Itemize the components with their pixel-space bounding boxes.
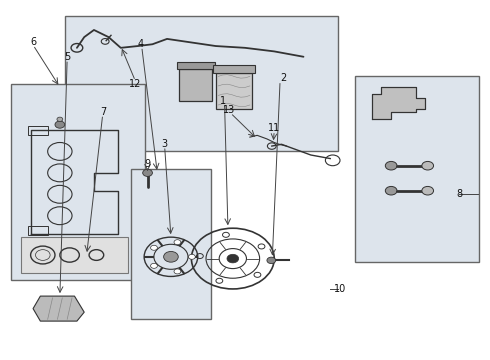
Text: 7: 7 bbox=[100, 107, 107, 117]
Circle shape bbox=[267, 257, 276, 264]
Circle shape bbox=[422, 161, 434, 170]
Bar bbox=[11, 84, 145, 280]
Text: 9: 9 bbox=[145, 159, 150, 169]
Text: 8: 8 bbox=[456, 189, 463, 199]
Text: 10: 10 bbox=[334, 284, 346, 294]
Bar bbox=[177, 62, 215, 69]
Circle shape bbox=[57, 117, 63, 121]
Bar bbox=[216, 73, 252, 109]
Text: 11: 11 bbox=[268, 123, 280, 133]
Text: 4: 4 bbox=[137, 39, 143, 49]
Circle shape bbox=[227, 254, 239, 263]
Circle shape bbox=[174, 240, 181, 245]
Text: 1: 1 bbox=[220, 96, 226, 107]
Bar bbox=[28, 126, 48, 135]
Text: 3: 3 bbox=[162, 139, 168, 149]
Bar bbox=[179, 69, 212, 102]
Circle shape bbox=[189, 254, 196, 259]
Bar bbox=[355, 76, 479, 262]
Circle shape bbox=[55, 121, 65, 128]
Text: 5: 5 bbox=[64, 52, 70, 62]
Polygon shape bbox=[372, 87, 425, 119]
Circle shape bbox=[150, 245, 157, 250]
Circle shape bbox=[385, 186, 397, 195]
Circle shape bbox=[164, 251, 178, 262]
Bar bbox=[130, 169, 211, 319]
Circle shape bbox=[150, 263, 157, 268]
Text: 12: 12 bbox=[129, 78, 142, 89]
Text: 2: 2 bbox=[280, 73, 286, 83]
Circle shape bbox=[422, 186, 434, 195]
Bar bbox=[28, 226, 48, 235]
Circle shape bbox=[385, 161, 397, 170]
Bar bbox=[21, 237, 128, 273]
Text: 6: 6 bbox=[30, 37, 36, 48]
Circle shape bbox=[174, 269, 181, 274]
Polygon shape bbox=[33, 296, 84, 321]
Circle shape bbox=[143, 169, 152, 176]
Bar bbox=[65, 16, 338, 152]
Bar bbox=[213, 65, 255, 73]
Text: 13: 13 bbox=[223, 105, 235, 115]
